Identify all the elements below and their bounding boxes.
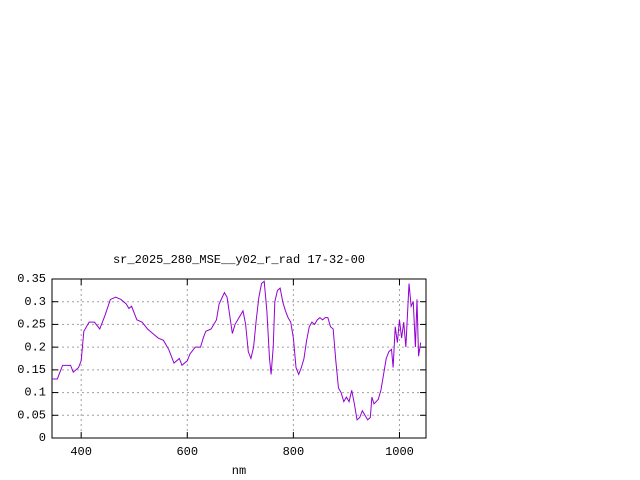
y-tick-label: 0 (39, 431, 46, 445)
y-tick-label: 0.1 (24, 386, 46, 400)
plot-frame (51, 278, 427, 439)
x-tick-label: 800 (283, 445, 305, 459)
x-axis-label: nm (232, 464, 246, 478)
y-tick-label: 0.3 (24, 295, 46, 309)
y-tick-label: 0.15 (17, 363, 46, 377)
x-tick-label: 1000 (385, 445, 414, 459)
data-line (52, 280, 422, 421)
x-tick-label: 600 (176, 445, 198, 459)
chart-title: sr_2025_280_MSE__y02_r_rad 17-32-00 (113, 253, 365, 267)
y-tick-label: 0.35 (17, 272, 46, 286)
y-tick-label: 0.25 (17, 318, 46, 332)
y-tick-label: 0.05 (17, 408, 46, 422)
y-tick-label: 0.2 (24, 340, 46, 354)
x-tick-label: 400 (70, 445, 92, 459)
